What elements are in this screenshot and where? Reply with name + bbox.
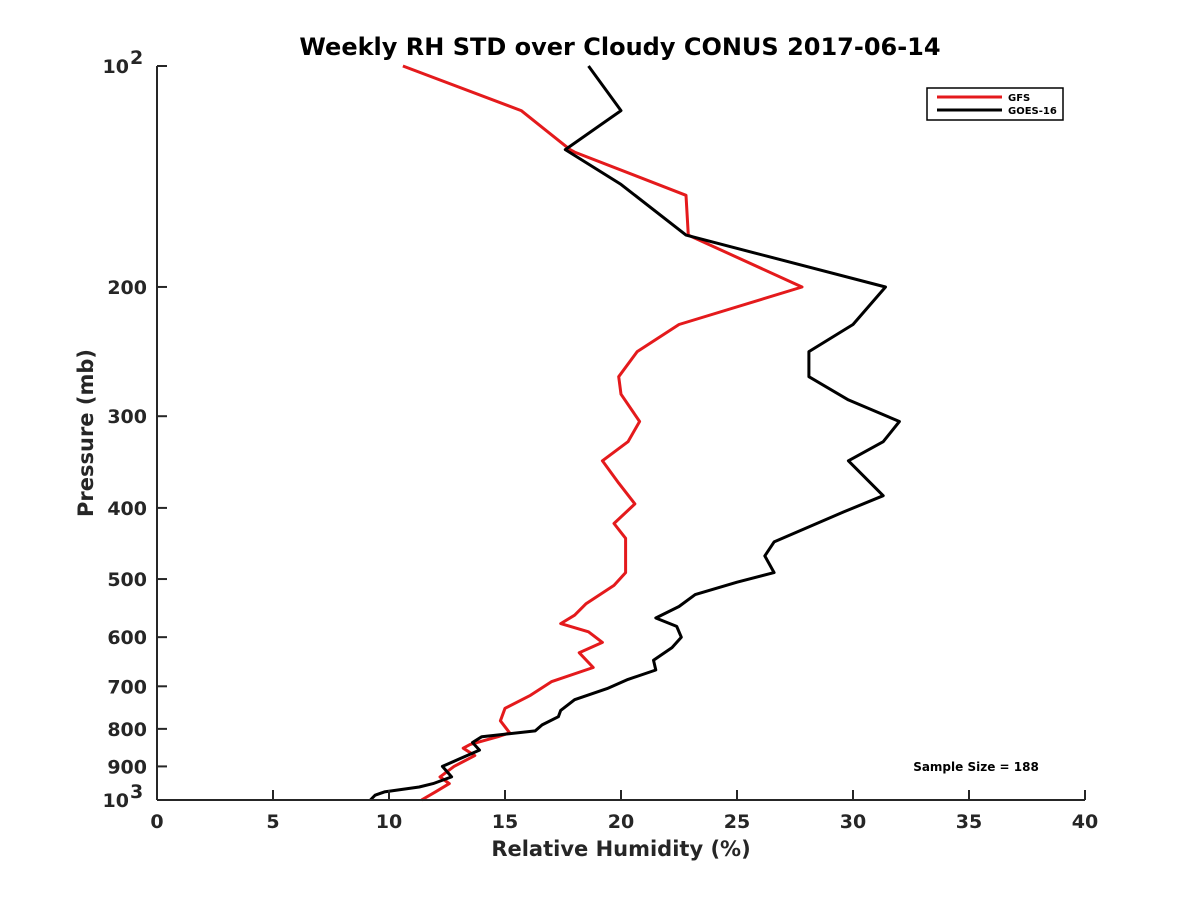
y-tick-label: 400 (107, 498, 147, 520)
legend-label-gfs: GFS (1008, 93, 1030, 104)
x-tick-label: 0 (150, 811, 163, 833)
chart-title: Weekly RH STD over Cloudy CONUS 2017-06-… (299, 33, 940, 61)
legend: GFS GOES-16 (926, 87, 1064, 121)
y-tick-label: 500 (107, 569, 147, 591)
y-tick-label: 700 (107, 676, 147, 698)
y-tick-label: 10 (103, 790, 129, 812)
x-tick-label: 25 (724, 811, 750, 833)
y-tick-label: 900 (107, 756, 147, 778)
x-ticks: 0 5 10 15 20 25 30 35 40 (150, 790, 1098, 833)
y-tick-exponent: 3 (130, 781, 143, 803)
y-tick-label: 10 (103, 56, 129, 78)
series-layer (369, 64, 901, 802)
legend-box (926, 87, 1064, 121)
y-tick-label: 600 (107, 627, 147, 649)
x-tick-label: 10 (376, 811, 402, 833)
y-tick-label: 200 (107, 277, 147, 299)
x-axis-label: Relative Humidity (%) (491, 837, 750, 861)
sample-size-annotation: Sample Size = 188 (913, 760, 1039, 774)
y-tick-label: 300 (107, 406, 147, 428)
y-tick-label: 800 (107, 719, 147, 741)
x-tick-label: 5 (266, 811, 279, 833)
y-axis-label: Pressure (mb) (74, 349, 98, 517)
x-tick-label: 15 (492, 811, 518, 833)
x-tick-label: 30 (840, 811, 866, 833)
x-tick-label: 40 (1072, 811, 1098, 833)
series-line-goes16 (369, 65, 901, 802)
axes (156, 66, 1085, 801)
x-tick-label: 35 (956, 811, 982, 833)
y-tick-exponent: 2 (130, 47, 143, 69)
x-tick-label: 20 (608, 811, 634, 833)
series-line-gfs (402, 64, 804, 802)
legend-label-goes16: GOES-16 (1008, 106, 1057, 117)
